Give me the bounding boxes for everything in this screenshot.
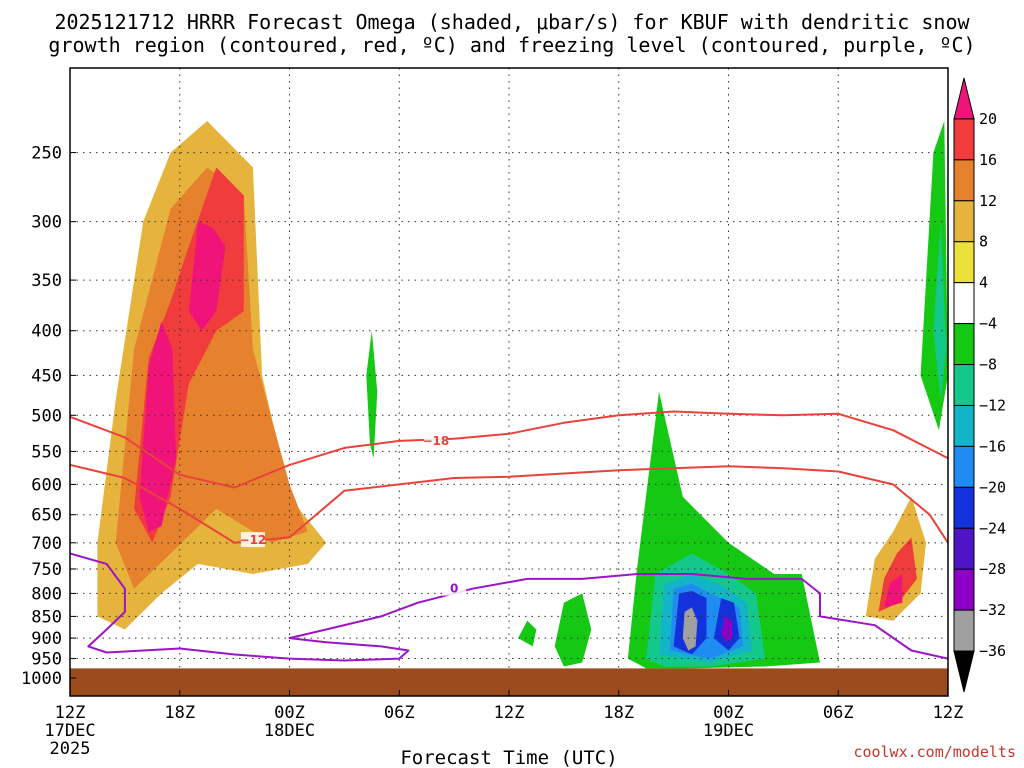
colorbar-label: −32 [979,601,1006,619]
contour-label-dgz-lower: −12 [240,533,267,547]
y-tick-label: 850 [31,607,62,627]
x-tick-label: 18Z [603,703,634,723]
omega-region-3 [139,321,177,532]
colorbar-label: −12 [979,396,1006,414]
colorbar-bin [953,364,975,406]
y-tick-label: 600 [31,475,62,495]
x-tick-label: 12Z [494,703,525,723]
chart-title-line-1: 2025121712 HRRR Forecast Omega (shaded, … [54,10,970,34]
y-tick-label: 350 [31,271,62,291]
colorbar-bin [953,404,975,447]
y-tick-label: 950 [31,650,62,670]
colorbar-label: −8 [979,356,997,374]
x-tick-label: 18Z [164,703,195,723]
x-tick-label: 00Z [274,703,305,723]
y-tick-label: 450 [31,366,62,386]
colorbar-label: −16 [979,437,1006,455]
colorbar-bin [953,323,975,366]
colorbar-bin [953,486,975,529]
x-tick-date: 19DEC [703,721,754,741]
colorbar-bin [953,159,975,202]
omega-region-17 [933,221,947,400]
colorbar-bin [953,609,975,652]
x-tick-label: 06Z [823,703,854,723]
contour-labels: −18 −12 0 [240,432,467,596]
omega-shading [97,121,948,669]
colorbar-label: −28 [979,560,1006,578]
x-tick-date: 18DEC [264,721,315,741]
x-axis-label: Forecast Time (UTC) [400,747,617,768]
colorbar-cap-bottom [953,650,975,693]
colorbar-label: 12 [979,192,997,210]
colorbar-label: −24 [979,519,1006,537]
colorbar: 20 16 12 8 4 −4 −8 −12 −16 −20 −24 −28 −32 −36 [953,77,1006,693]
x-tick-label: 12Z [933,703,964,723]
contour-label-freezing-level: 0 [450,582,458,596]
colorbar-label: 16 [979,151,997,169]
colorbar-label: 20 [979,110,997,128]
x-tick-label: 12Z [55,703,86,723]
omega-region-5 [366,330,378,459]
y-tick-label: 500 [31,406,62,426]
omega-region-7 [554,593,592,667]
omega-region-6 [518,620,537,647]
y-tick-label: 550 [31,442,62,462]
colorbar-bin [953,118,975,161]
y-tick-label: 800 [31,584,62,604]
y-tick-label: 300 [31,213,62,233]
omega-region-20 [884,574,903,608]
contour-label-bg [423,432,448,448]
contour-label-bg [442,580,467,596]
colorbar-label: −20 [979,478,1006,496]
omega-region-14 [682,607,698,651]
y-tick-label: 650 [31,506,62,526]
colorbar-bin [953,445,975,488]
omega-region-4 [188,221,226,331]
colorbar-label: −4 [979,315,997,333]
y-tick-label: 400 [31,322,62,342]
colorbar-label: 8 [979,233,988,251]
colorbar-label: 4 [979,274,988,292]
x-tick-label: 06Z [384,703,415,723]
y-tick-label: 750 [31,560,62,580]
y-tick-label: 900 [31,629,62,649]
chart-title-line-2: growth region (contoured, red, ºC) and f… [48,33,975,57]
y-axis: 2503003504004505005506006507007508008509… [21,144,76,689]
y-tick-label: 700 [31,534,62,554]
colorbar-bin [953,241,975,284]
contour-freezing-level [70,552,948,662]
y-tick-label: 1000 [21,669,62,689]
colorbar-bin [953,568,975,611]
omega-region-15 [721,616,733,643]
contour-dgz-upper [70,410,948,489]
colorbar-bin [953,282,975,325]
credit-text: coolwx.com/modelts [853,743,1016,761]
contour-label-dgz-upper: −18 [422,434,449,448]
colorbar-bin [953,200,975,243]
contour-label-bg [240,532,265,548]
x-tick-year: 2025 [50,739,91,759]
contour-lines [70,410,948,662]
contour-dgz-lower [70,463,948,544]
colorbar-cap-top [953,77,975,120]
y-tick-label: 250 [31,144,62,164]
x-tick-label: 00Z [713,703,744,723]
colorbar-bin [953,527,975,570]
colorbar-label: −36 [979,642,1006,660]
grid-lines [70,68,948,696]
x-tick-date: 17DEC [44,721,95,741]
